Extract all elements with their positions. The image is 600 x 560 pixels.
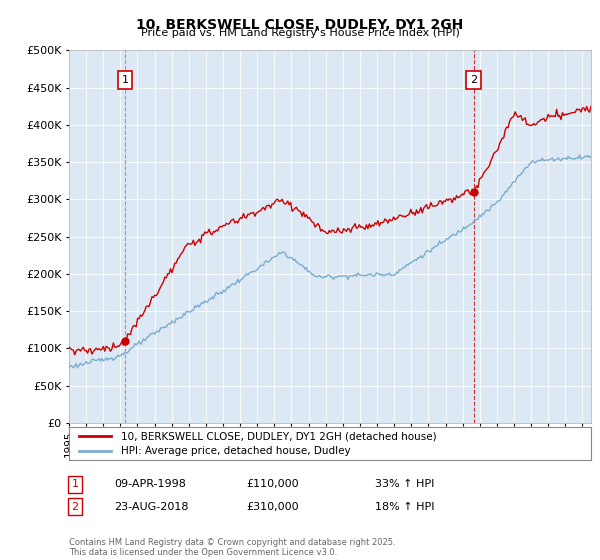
- Text: Price paid vs. HM Land Registry's House Price Index (HPI): Price paid vs. HM Land Registry's House …: [140, 28, 460, 38]
- Text: 10, BERKSWELL CLOSE, DUDLEY, DY1 2GH: 10, BERKSWELL CLOSE, DUDLEY, DY1 2GH: [136, 18, 464, 32]
- Text: 23-AUG-2018: 23-AUG-2018: [114, 502, 188, 512]
- Text: 09-APR-1998: 09-APR-1998: [114, 479, 186, 489]
- Text: 2: 2: [470, 75, 478, 85]
- Text: 10, BERKSWELL CLOSE, DUDLEY, DY1 2GH (detached house): 10, BERKSWELL CLOSE, DUDLEY, DY1 2GH (de…: [121, 431, 437, 441]
- Text: 1: 1: [121, 75, 128, 85]
- Text: 2: 2: [71, 502, 79, 512]
- Text: 33% ↑ HPI: 33% ↑ HPI: [375, 479, 434, 489]
- Text: £110,000: £110,000: [246, 479, 299, 489]
- Text: Contains HM Land Registry data © Crown copyright and database right 2025.
This d: Contains HM Land Registry data © Crown c…: [69, 538, 395, 557]
- Text: 1: 1: [71, 479, 79, 489]
- Text: £310,000: £310,000: [246, 502, 299, 512]
- Text: HPI: Average price, detached house, Dudley: HPI: Average price, detached house, Dudl…: [121, 446, 351, 456]
- Text: 18% ↑ HPI: 18% ↑ HPI: [375, 502, 434, 512]
